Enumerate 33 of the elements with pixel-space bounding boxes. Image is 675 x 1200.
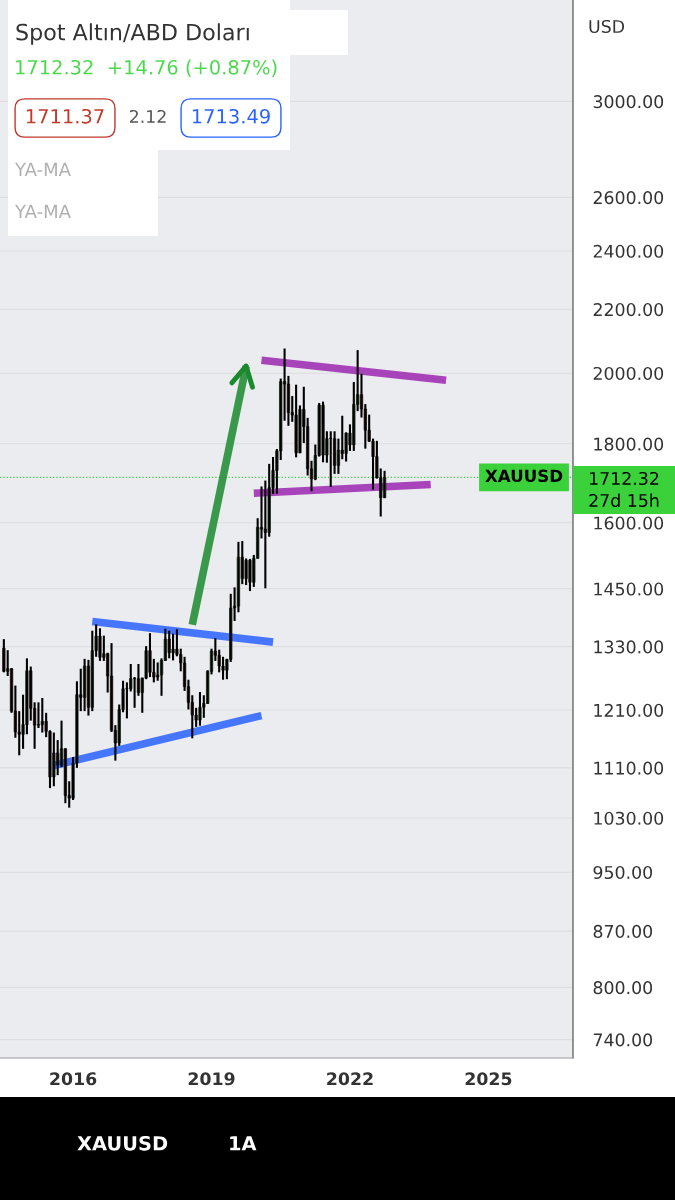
y-tick-label: 1800.00 (594, 437, 664, 451)
x-tick-label: 2022 (327, 1072, 373, 1086)
text: 1712.32 (590, 471, 659, 486)
y-tick-label: 740.00 (593, 1033, 653, 1047)
y-tick-label: 1330.00 (594, 640, 664, 654)
text: XAUUSD (77, 1135, 168, 1151)
y-tick-label: 2200.00 (593, 303, 664, 317)
annotation: YA-MA (14, 204, 71, 218)
text: 1A (230, 1136, 257, 1151)
y-tick-label: 800.00 (593, 981, 653, 995)
y-tick-label: 1600.00 (594, 516, 664, 530)
x-tick-label: 2025 (465, 1072, 512, 1086)
y-tick-label: 2400.00 (593, 244, 664, 258)
y-tick-label: 1450.00 (594, 582, 664, 596)
text: Spot Altın/ABD Doları (16, 23, 249, 45)
ref-line-label: XAUUSD (485, 469, 563, 483)
text: 27d 15h (589, 493, 659, 508)
y-tick-label: 1110.00 (594, 761, 664, 775)
y-tick-label: 3000.00 (593, 95, 664, 109)
text: USD (589, 19, 625, 34)
x-tick-label: 2019 (188, 1072, 235, 1086)
annotation: 2.12 (129, 109, 166, 123)
y-tick-label: 870.00 (593, 924, 653, 938)
y-tick-label: 1210.00 (594, 703, 664, 717)
y-tick-label: 2600.00 (593, 191, 664, 205)
y-tick-label: 2000.00 (593, 366, 664, 381)
annotation: YA-MA (14, 162, 71, 176)
annotation: 1711.37 (26, 108, 104, 124)
x-tick-label: 2016 (50, 1072, 97, 1086)
y-tick-label: 1030.00 (594, 811, 664, 825)
annotation: 1713.49 (192, 108, 270, 124)
text: 1712.32 +14.76 (+0.87%) (16, 59, 277, 77)
y-tick-label: 950.00 (593, 865, 653, 880)
